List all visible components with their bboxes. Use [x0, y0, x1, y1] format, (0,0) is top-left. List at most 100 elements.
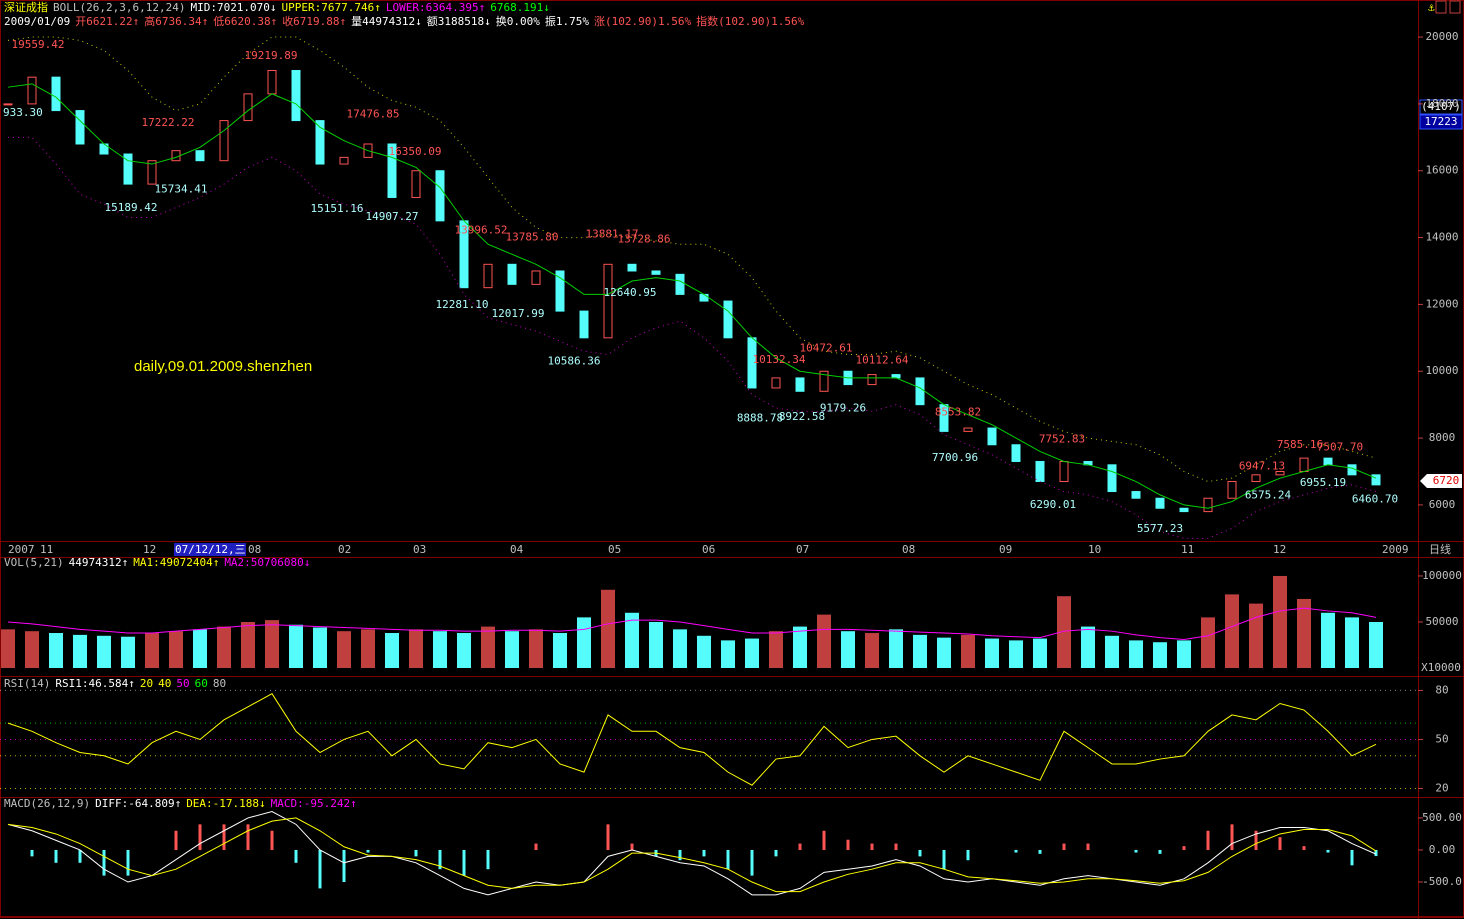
header-item: 指数(102.90)1.56%: [696, 14, 804, 28]
header-item: 低6620.38↑: [213, 15, 277, 28]
y-tick-label: 0.00: [1429, 843, 1456, 856]
low-label: 7700.96: [932, 451, 978, 464]
candle: [603, 263, 613, 339]
header-item: 收6719.88↑: [282, 14, 346, 28]
high-label: 19219.89: [245, 49, 298, 62]
high-label: 13996.52: [455, 224, 508, 237]
unit-label: X10000: [1421, 661, 1461, 674]
volume-bar: [1225, 594, 1239, 668]
y-tick-label: 10000: [1425, 364, 1458, 377]
panel-header: MACD(26,12,9) DIFF:-64.809↑ DEA:-17.188↓ MA…: [4, 797, 357, 810]
candle: [147, 160, 157, 185]
toolbar-button[interactable]: [1435, 0, 1447, 14]
date-label: 10: [1088, 543, 1101, 556]
low-label: 15189.42: [105, 201, 158, 214]
high-label: 13785.80: [506, 231, 559, 244]
volume-bar: [385, 633, 399, 668]
candle: [1275, 470, 1285, 476]
volume-bar: [265, 620, 279, 668]
candle: [1131, 491, 1141, 499]
volume-bar: [193, 629, 207, 668]
candle: [291, 69, 301, 122]
candle: [483, 263, 493, 289]
candle: [267, 69, 277, 95]
volume-bar: [793, 626, 807, 668]
header-item: 开6621.22↑: [75, 15, 139, 28]
volume-bar: [1273, 575, 1287, 668]
y-tick-label: 20000: [1425, 30, 1458, 43]
high-label: 10112.64: [856, 353, 909, 366]
panel-header: RSI(14) RSI1:46.584↑ 20 40 50 60 80: [4, 677, 226, 690]
header-item: MACD:-95.242↑: [271, 797, 357, 810]
y-tick-label: 20: [1435, 781, 1448, 794]
band-line: [8, 136, 1377, 539]
header-item: 深证成指: [4, 0, 48, 14]
volume-bar: [937, 637, 951, 668]
high-label: 6947.13: [1239, 459, 1285, 472]
y-tick-label: 100000: [1422, 569, 1462, 582]
y-tick-label: 80: [1435, 683, 1448, 696]
y-tick-label: 50: [1435, 732, 1448, 745]
volume-bar: [49, 633, 63, 668]
volume-bar: [313, 627, 327, 668]
volume-bar: [409, 629, 423, 668]
volume-bar: [841, 631, 855, 668]
volume-bar: [97, 635, 111, 668]
header-item: 44974312↑: [69, 556, 129, 569]
volume-bar: [697, 635, 711, 668]
date-label: 12: [1273, 543, 1286, 556]
low-label: 5577.23: [1137, 522, 1183, 535]
level-label: 20: [140, 677, 153, 690]
date-label: 02: [338, 543, 351, 556]
candle: [387, 143, 397, 198]
low-label: 15734.41: [155, 183, 208, 196]
header-item: MID:7021.070↓: [190, 1, 276, 14]
low-label: 8888.78: [737, 411, 783, 424]
toolbar-button[interactable]: [1449, 0, 1461, 14]
high-label: 10472.61: [800, 341, 853, 354]
date-label: 03: [413, 543, 426, 556]
volume-bar: [505, 631, 519, 668]
date-label: 09: [999, 543, 1012, 556]
volume-bar: [1033, 638, 1047, 668]
y-tick-label: 50000: [1425, 615, 1458, 628]
header-item: DEA:-17.188↓: [186, 797, 265, 810]
volume-bar: [481, 626, 495, 668]
quote-header: 2009/01/09 开6621.22↑ 高6736.34↑ 低6620.38↑ 收67…: [4, 14, 805, 28]
level-label: 60: [195, 677, 208, 690]
candle: [3, 103, 13, 106]
header-item: 振1.75%: [545, 14, 589, 28]
candle: [699, 293, 709, 302]
candle: [627, 263, 637, 272]
low-label: 12640.95: [604, 286, 657, 299]
level-label: 50: [176, 677, 189, 690]
indicator-line: [7, 83, 1377, 509]
candle: [1107, 464, 1117, 493]
volume-bar: [1297, 598, 1311, 668]
volume-bar: [25, 631, 39, 668]
y-tick-label: 12000: [1425, 297, 1458, 310]
header-item: 涨(102.90)1.56%: [594, 15, 691, 28]
date-label: 2009: [1382, 543, 1409, 556]
candle: [1299, 457, 1309, 472]
candle: [435, 170, 445, 222]
volume-bar: [1081, 626, 1095, 668]
volume-bar: [289, 624, 303, 668]
candle: [1179, 507, 1189, 513]
indicator-header: 深证成指 BOLL(26,2,3,6,12,24) MID:7021.070↓ UPP…: [4, 0, 550, 14]
volume-bar: [1345, 617, 1359, 668]
toolbar-icon[interactable]: ⚓: [1427, 1, 1435, 14]
volume-bar: [529, 629, 543, 668]
volume-bar: [217, 626, 231, 668]
candle: [123, 153, 133, 185]
volume-bar: [1201, 617, 1215, 668]
candle: [1059, 460, 1069, 483]
y-tick-label: 16000: [1425, 164, 1458, 177]
header-item: 额3188518↓: [427, 15, 491, 28]
level-label: 40: [158, 677, 171, 690]
volume-bar: [361, 629, 375, 668]
low-label: 8922.58: [779, 410, 825, 423]
candle: [555, 270, 565, 312]
candle: [339, 156, 349, 165]
volume-bar: [913, 634, 927, 668]
